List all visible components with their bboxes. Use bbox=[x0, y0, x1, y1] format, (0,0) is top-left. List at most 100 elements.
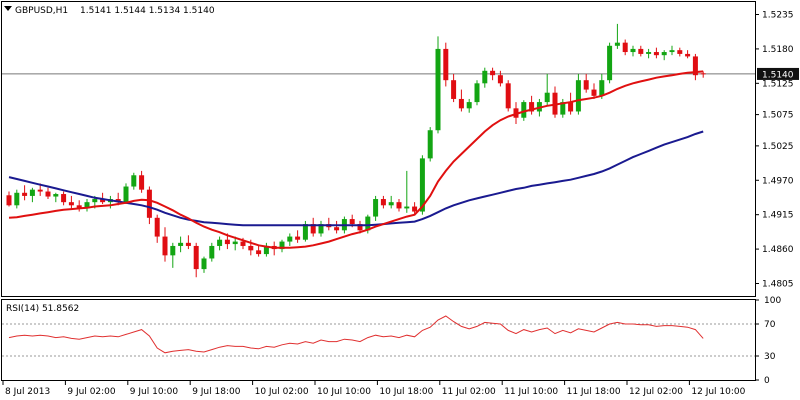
candle-body bbox=[466, 102, 472, 109]
y-tick-label: 1.4970 bbox=[762, 176, 794, 186]
candle-body bbox=[388, 202, 394, 206]
candle-body bbox=[529, 102, 535, 112]
candle-body bbox=[412, 206, 418, 212]
candle-body bbox=[22, 192, 28, 196]
candle-body bbox=[451, 80, 457, 99]
candle-body bbox=[661, 52, 667, 56]
candle-body bbox=[490, 70, 496, 76]
candle-body bbox=[419, 158, 425, 212]
candle-body bbox=[599, 80, 605, 96]
y-tick-label: 1.4860 bbox=[762, 245, 794, 255]
candle-body bbox=[217, 239, 223, 246]
candle-body bbox=[53, 194, 59, 197]
candle-body bbox=[583, 80, 589, 90]
candle-body bbox=[6, 195, 12, 206]
price-panel-frame bbox=[1, 1, 756, 297]
rsi-line bbox=[8, 315, 704, 354]
candle-body bbox=[14, 192, 20, 206]
dropdown-triangle-icon[interactable] bbox=[4, 6, 12, 11]
candle-body bbox=[68, 202, 74, 206]
candle-body bbox=[482, 70, 488, 84]
candle-body bbox=[224, 239, 230, 245]
candle-body bbox=[29, 189, 35, 196]
candle-body bbox=[139, 175, 145, 190]
candle-body bbox=[568, 102, 574, 112]
candle-body bbox=[154, 217, 160, 237]
candle-body bbox=[591, 89, 597, 96]
candle-body bbox=[458, 98, 464, 109]
candle-body bbox=[622, 42, 628, 53]
candle-body bbox=[334, 227, 340, 231]
rsi-panel-frame bbox=[1, 299, 756, 381]
candle-body bbox=[349, 219, 355, 225]
price-y-axis: 1.5235 1.5180 1.5125 1.5075 1.5025 1.4970 1.49… bbox=[755, 11, 794, 289]
candle-body bbox=[123, 186, 129, 203]
candle-body bbox=[240, 241, 246, 246]
x-tick-label: 8 Jul 2013 bbox=[5, 387, 50, 397]
candle-body bbox=[685, 53, 691, 57]
candle-body bbox=[302, 224, 308, 240]
candle-body bbox=[318, 224, 324, 234]
candle-body bbox=[505, 83, 511, 109]
y-tick-label: 1.5180 bbox=[762, 45, 794, 55]
candle-body bbox=[84, 202, 90, 209]
symbol-label: GBPUSD,H1 bbox=[15, 6, 68, 16]
y-tick-label: 1.5125 bbox=[762, 79, 794, 89]
rsi-tick-label: 30 bbox=[764, 352, 776, 362]
price-plot bbox=[2, 23, 755, 278]
candle-body bbox=[357, 224, 363, 231]
candle-body bbox=[669, 50, 675, 53]
candle-body bbox=[630, 48, 636, 53]
candle-body bbox=[373, 199, 379, 217]
candle-body bbox=[232, 241, 238, 245]
rsi-tick-label: 100 bbox=[764, 296, 781, 306]
candle-body bbox=[380, 199, 386, 206]
candle-body bbox=[248, 245, 254, 251]
rsi-plot bbox=[2, 315, 755, 357]
x-tick-label: 9 Jul 10:00 bbox=[130, 387, 179, 397]
candle-body bbox=[607, 45, 613, 81]
candle-body bbox=[544, 92, 550, 103]
candle-body bbox=[365, 216, 371, 231]
rsi-y-axis: 100 70 30 0 bbox=[755, 296, 781, 386]
candle-body bbox=[256, 250, 262, 255]
x-tick-label: 11 Jul 02:00 bbox=[442, 387, 496, 397]
candle-body bbox=[435, 48, 441, 131]
x-tick-label: 10 Jul 18:00 bbox=[379, 387, 433, 397]
x-tick-label: 9 Jul 02:00 bbox=[67, 387, 116, 397]
candle-body bbox=[45, 191, 51, 197]
candle-body bbox=[279, 241, 285, 250]
candle-body bbox=[76, 205, 82, 209]
x-tick-label: 11 Jul 10:00 bbox=[504, 387, 558, 397]
x-tick-label: 12 Jul 02:00 bbox=[629, 387, 683, 397]
current-price-label: 1.5140 bbox=[762, 70, 794, 80]
candle-body bbox=[92, 199, 98, 203]
candle-body bbox=[201, 258, 207, 270]
rsi-tick-label: 0 bbox=[764, 376, 770, 386]
ohlc-values: 1.5141 1.5144 1.5134 1.5140 bbox=[80, 6, 215, 16]
x-tick-label: 9 Jul 18:00 bbox=[192, 387, 241, 397]
candle-body bbox=[560, 102, 566, 115]
current-price-tag: 1.5140 bbox=[757, 67, 799, 80]
candle-body bbox=[677, 50, 683, 54]
x-tick-label: 10 Jul 10:00 bbox=[317, 387, 371, 397]
time-x-axis: 8 Jul 2013 9 Jul 02:00 9 Jul 10:00 9 Jul 18… bbox=[2, 381, 746, 397]
y-tick-label: 1.4915 bbox=[762, 211, 794, 221]
candle-body bbox=[443, 48, 449, 81]
candle-body bbox=[474, 83, 480, 103]
candle-body bbox=[162, 236, 168, 256]
x-tick-label: 11 Jul 18:00 bbox=[567, 387, 621, 397]
rsi-tick-label: 70 bbox=[764, 320, 776, 330]
candle-body bbox=[263, 245, 269, 255]
candle-body bbox=[295, 236, 301, 240]
candle-body bbox=[185, 242, 191, 246]
candle-body bbox=[638, 48, 644, 54]
candle-body bbox=[692, 56, 698, 76]
y-tick-label: 1.4805 bbox=[762, 279, 794, 289]
candle-body bbox=[170, 245, 176, 256]
candle-body bbox=[146, 189, 152, 218]
candle-body bbox=[614, 42, 620, 46]
candle-body bbox=[427, 130, 433, 159]
candle-body bbox=[209, 245, 215, 259]
